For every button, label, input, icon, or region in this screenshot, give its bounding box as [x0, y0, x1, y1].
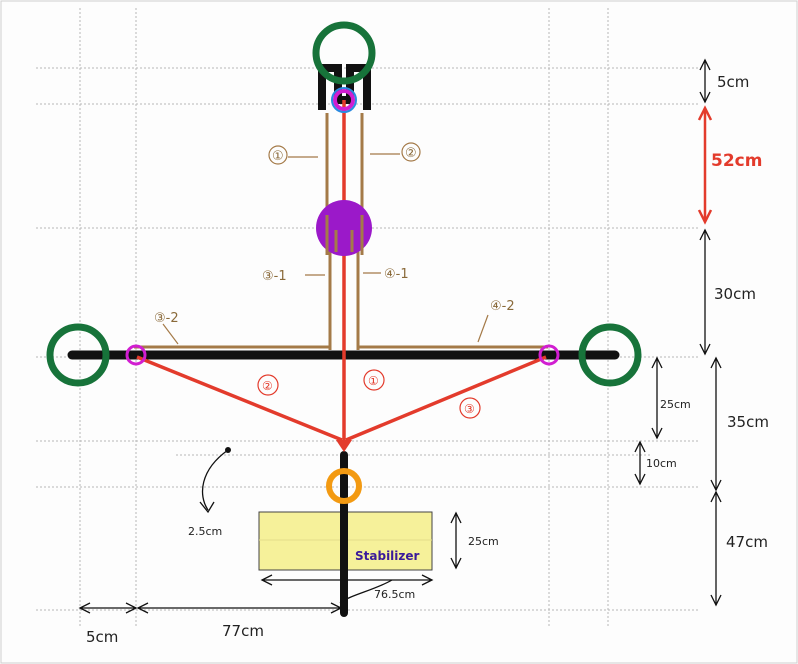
- joints: [125, 87, 560, 366]
- pole-marker: [225, 447, 231, 453]
- brown-rod-labels: ① ② ③-1 ④-1 ③-2 ④-2: [154, 142, 515, 345]
- label-rod-3-2: ③-2: [154, 311, 179, 326]
- dim-pole-width: 2.5cm: [188, 525, 222, 538]
- dim-cross-to-joint: 25cm: [660, 398, 691, 411]
- ball-rod-ends: [325, 215, 364, 255]
- dim-stabilizer-height: 25cm: [468, 535, 499, 548]
- dim-stabilizer-width: 76.5cm: [374, 588, 415, 601]
- label-strut-1: ①: [368, 374, 379, 388]
- red-struts: [136, 100, 547, 442]
- dim-upper-arm: 52cm: [711, 151, 762, 171]
- red-strut-labels: ① ② ③: [257, 369, 481, 419]
- label-rod-4-1: ④-1: [384, 267, 409, 282]
- dimension-arrows: [78, 58, 722, 614]
- label-strut-3: ③: [464, 402, 475, 416]
- label-rod-2: ②: [405, 146, 417, 161]
- dim-side-offset: 5cm: [86, 628, 118, 646]
- dim-joint-to-hub: 10cm: [646, 457, 677, 470]
- label-rod-4-2: ④-2: [490, 299, 515, 314]
- label-rod-3-1: ③-1: [262, 269, 287, 284]
- upper-arm-arrow: [697, 105, 713, 225]
- strut-junction: [336, 440, 352, 452]
- dim-mid-arm: 30cm: [714, 285, 756, 303]
- wheels: [46, 21, 642, 387]
- dim-hub-to-base: 47cm: [726, 533, 768, 551]
- stabilizer-label: Stabilizer: [355, 549, 420, 563]
- label-rod-1: ①: [272, 149, 284, 164]
- dim-top-cap: 5cm: [717, 73, 749, 91]
- dim-half-span: 77cm: [222, 622, 264, 640]
- hub: [326, 468, 362, 504]
- label-strut-2: ②: [262, 379, 273, 393]
- dim-cross-to-hub: 35cm: [727, 413, 769, 431]
- center-ball: [316, 200, 372, 256]
